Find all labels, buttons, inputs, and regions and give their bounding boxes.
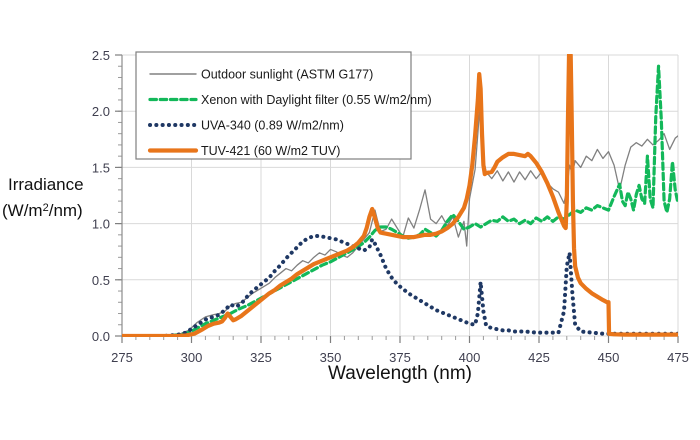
y-tick-label: 0.5 xyxy=(92,273,110,288)
legend-label-0: Outdoor sunlight (ASTM G177) xyxy=(201,68,373,82)
series-line-3 xyxy=(122,54,678,337)
series-line-1 xyxy=(122,64,678,337)
x-axis-tick-labels: 275 300 325 350 375 400 425 450 475 xyxy=(111,350,689,365)
legend-box xyxy=(135,51,412,160)
y-tick-label: 2.0 xyxy=(92,104,110,119)
axis-major-ticks xyxy=(115,54,679,343)
y-axis-title-line2: (W/m2/nm) xyxy=(2,201,83,220)
data-series-group xyxy=(122,54,678,337)
legend-label-3: TUV-421 (60 W/m2 TUV) xyxy=(201,144,340,158)
x-tick-label: 375 xyxy=(389,350,411,365)
x-tick-label: 300 xyxy=(181,350,203,365)
legend-label-2: UVA-340 (0.89 W/m2/nm) xyxy=(201,119,344,133)
legend-label-1: Xenon with Daylight filter (0.55 W/m2/nm… xyxy=(201,93,432,107)
x-tick-label: 350 xyxy=(320,350,342,365)
y-tick-label: 0.0 xyxy=(92,329,110,344)
y-tick-label: 2.5 xyxy=(92,48,110,63)
x-tick-label: 275 xyxy=(111,350,133,365)
chart-legend: Outdoor sunlight (ASTM G177) Xenon with D… xyxy=(135,51,432,160)
series-line-0 xyxy=(122,94,678,337)
series-line-2 xyxy=(122,233,678,337)
y-tick-label: 1.5 xyxy=(92,160,110,175)
x-tick-label: 425 xyxy=(528,350,550,365)
x-tick-label: 475 xyxy=(667,350,689,365)
x-tick-label: 450 xyxy=(598,350,620,365)
x-tick-label: 325 xyxy=(250,350,272,365)
x-axis-title: Wavelength (nm) xyxy=(328,363,472,384)
x-tick-label: 400 xyxy=(459,350,481,365)
y-axis-title-line1: Irradiance xyxy=(8,175,84,194)
y-tick-label: 1.0 xyxy=(92,217,110,232)
y-axis-tick-labels: 0.0 0.5 1.0 1.5 2.0 2.5 xyxy=(92,48,110,344)
